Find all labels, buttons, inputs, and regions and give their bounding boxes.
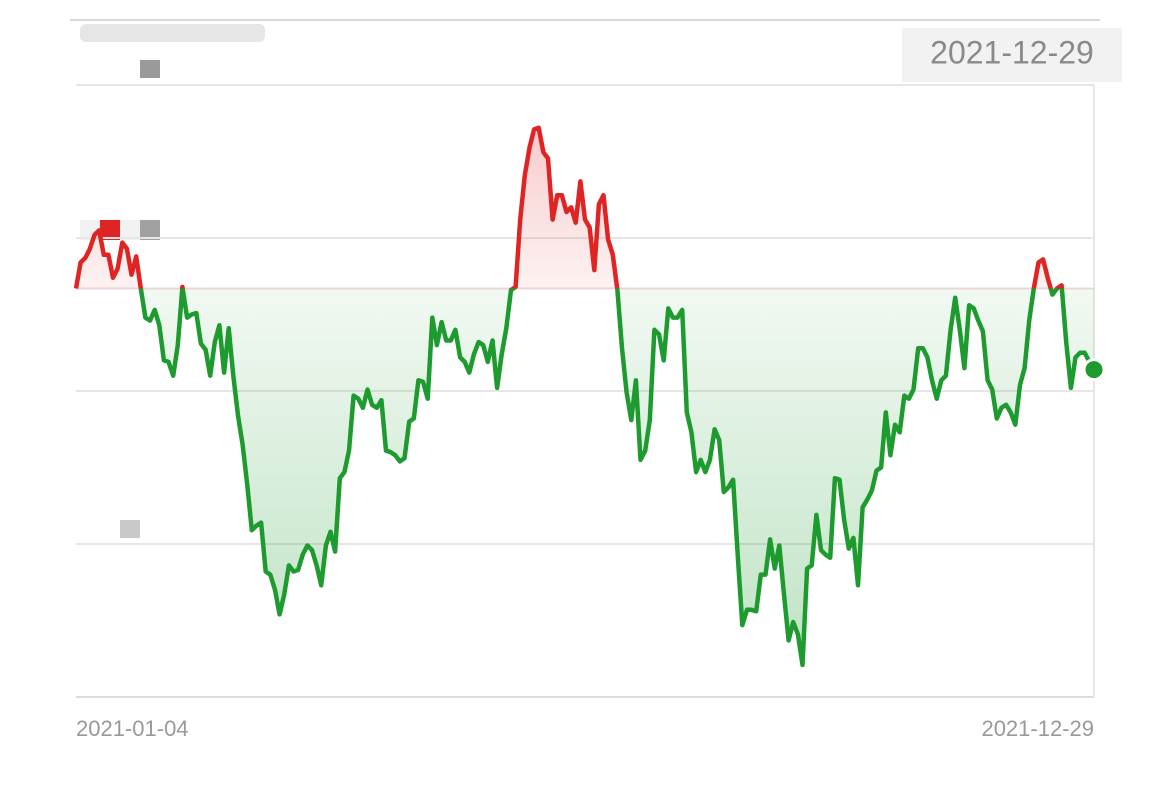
- obscured-legend: [120, 520, 140, 538]
- obscured-legend: [100, 220, 120, 240]
- obscured-legend: [80, 24, 265, 42]
- x-tick-label: 2021-01-04: [76, 716, 189, 741]
- obscured-legend: [140, 60, 160, 78]
- line: [73, 125, 1096, 668]
- obscured-legend: [140, 220, 160, 240]
- tooltip-date: 2021-12-29: [930, 34, 1094, 70]
- x-tick-label: 2021-12-29: [981, 716, 1094, 741]
- end-marker: [1082, 358, 1106, 382]
- tooltip-box: [902, 28, 1122, 82]
